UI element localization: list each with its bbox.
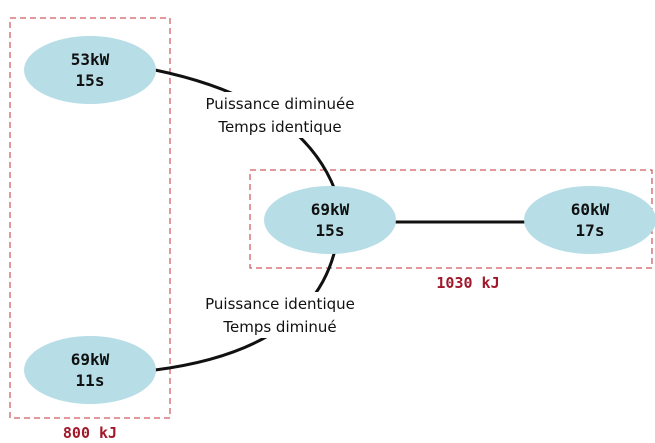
edge-label: Puissance diminuée: [206, 95, 355, 113]
node: [24, 36, 156, 104]
node-time: 15s: [316, 221, 345, 240]
node: [264, 186, 396, 254]
edge-label: Puissance identique: [205, 295, 355, 313]
node-time: 15s: [76, 71, 105, 90]
label-bg: [172, 92, 387, 138]
node: [24, 336, 156, 404]
node-power: 69kW: [71, 350, 110, 369]
edge-label: Temps diminué: [222, 318, 336, 336]
node-time: 11s: [76, 371, 105, 390]
edge-label: Temps identique: [217, 118, 341, 136]
node-power: 69kW: [311, 200, 350, 219]
group-energy: 1030 kJ: [436, 274, 499, 292]
node-time: 17s: [576, 221, 605, 240]
node-power: 60kW: [571, 200, 610, 219]
node: [524, 186, 655, 254]
node-power: 53kW: [71, 50, 110, 69]
group-box: [9, 17, 171, 419]
group-energy: 800 kJ: [63, 424, 117, 442]
label-bg: [172, 292, 387, 338]
